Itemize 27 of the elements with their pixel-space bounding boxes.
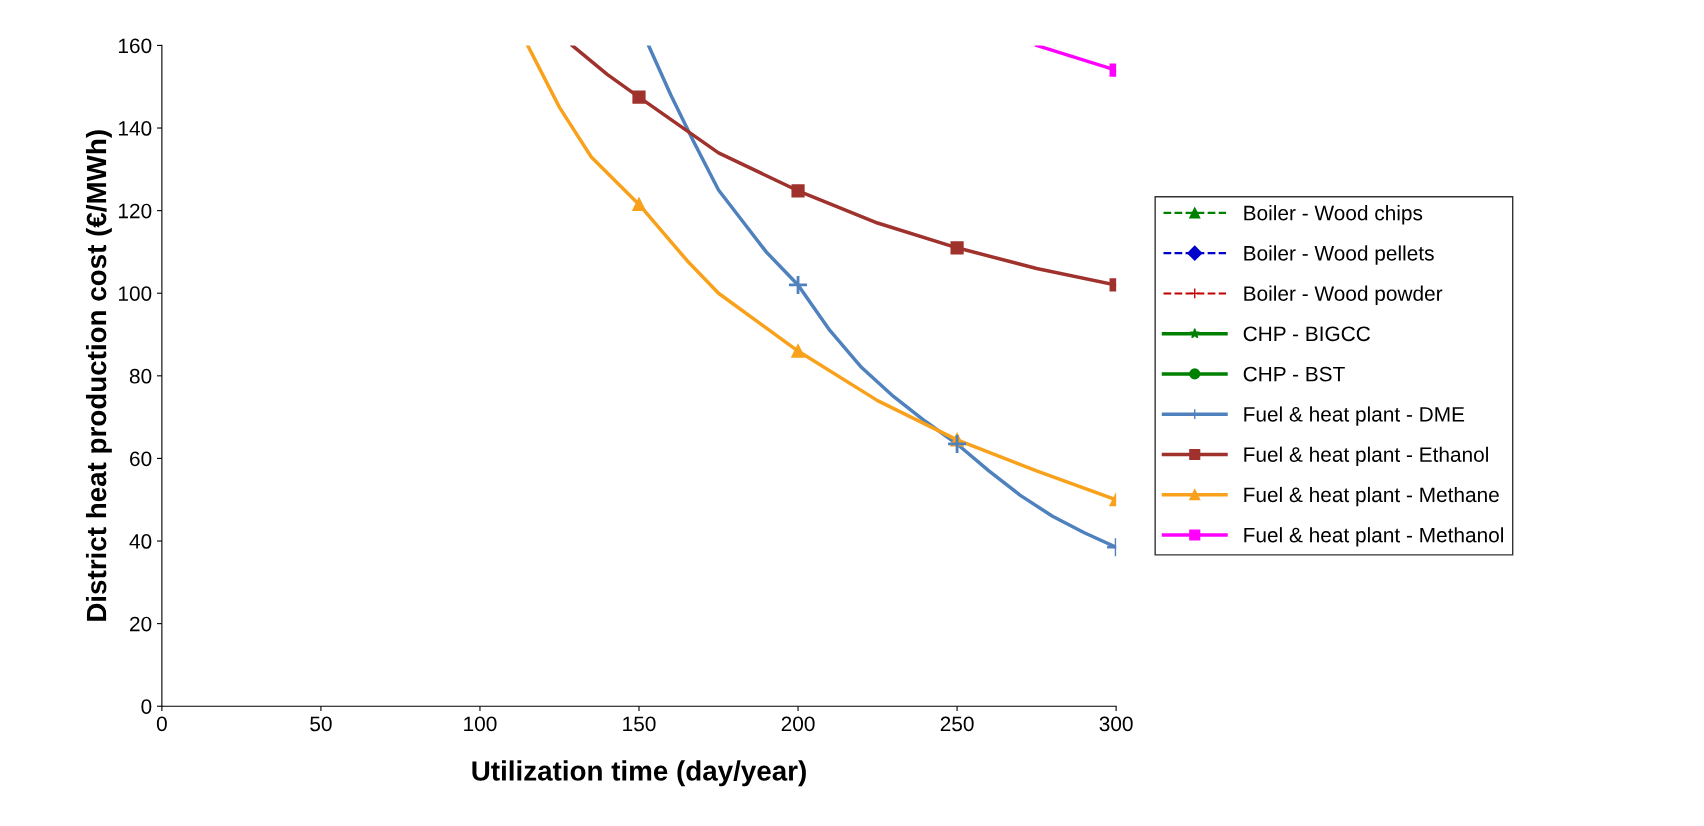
y-tick-label: 80 xyxy=(129,368,152,384)
legend-label: Boiler - Wood chips xyxy=(1244,205,1423,225)
x-tick-label: 0 xyxy=(156,716,167,732)
y-tick-label: 0 xyxy=(141,699,152,714)
legend-label: Fuel & heat plant - Methanol xyxy=(1244,527,1503,547)
legend-label: Fuel & heat plant - Ethanol xyxy=(1244,446,1488,467)
y-tick-label: 40 xyxy=(129,534,152,549)
y-axis-title: District heat production cost (€/MWh) xyxy=(85,130,112,621)
legend-label: CHP - BST xyxy=(1243,366,1345,382)
x-tick-label: 150 xyxy=(623,716,656,732)
y-tick-label: 120 xyxy=(118,203,152,219)
x-tick-label: 50 xyxy=(310,716,332,732)
x-tick-label: 300 xyxy=(1099,716,1133,732)
legend-label: Boiler - Wood pellets xyxy=(1244,245,1434,265)
y-tick-label: 60 xyxy=(130,451,152,467)
y-tick-label: 20 xyxy=(130,616,152,632)
legend-label: Boiler - Wood powder xyxy=(1244,285,1443,306)
x-tick-label: 250 xyxy=(940,716,974,732)
x-tick-label: 200 xyxy=(781,716,815,732)
legend-label: Fuel & heat plant - DME xyxy=(1244,406,1465,426)
y-tick-label: 100 xyxy=(118,286,152,301)
x-tick-label: 100 xyxy=(464,716,497,732)
legend-label: CHP - BIGCC xyxy=(1243,326,1370,342)
x-axis-title: Utilization time (day/year) xyxy=(472,760,806,787)
y-tick-label: 140 xyxy=(118,121,152,136)
y-tick-label: 160 xyxy=(118,38,152,54)
legend-label: Fuel & heat plant - Methane xyxy=(1244,486,1499,507)
